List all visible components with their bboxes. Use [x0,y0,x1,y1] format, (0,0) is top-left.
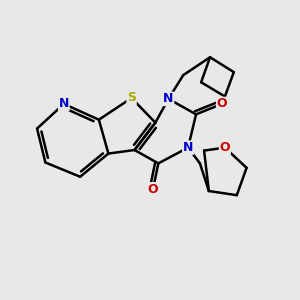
Text: N: N [163,92,174,105]
Text: S: S [127,92,136,104]
Text: N: N [183,141,193,154]
Text: O: O [217,98,227,110]
Text: N: N [58,98,69,110]
Text: O: O [148,183,158,196]
Text: O: O [220,141,230,154]
